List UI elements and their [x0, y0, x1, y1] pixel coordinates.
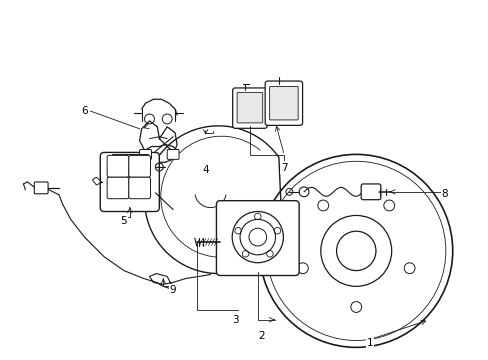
Text: 8: 8 — [441, 189, 447, 199]
Text: 1: 1 — [366, 338, 372, 348]
FancyBboxPatch shape — [361, 184, 380, 200]
FancyBboxPatch shape — [269, 86, 298, 120]
Text: 6: 6 — [81, 106, 88, 116]
Text: 9: 9 — [169, 285, 176, 295]
FancyBboxPatch shape — [107, 177, 128, 199]
FancyBboxPatch shape — [100, 152, 159, 212]
Text: 3: 3 — [231, 315, 238, 325]
FancyBboxPatch shape — [167, 149, 179, 159]
Text: 4: 4 — [202, 165, 208, 175]
FancyBboxPatch shape — [34, 182, 48, 194]
FancyBboxPatch shape — [128, 156, 150, 177]
FancyBboxPatch shape — [232, 88, 266, 128]
Circle shape — [232, 212, 283, 263]
Text: 2: 2 — [258, 330, 264, 341]
Text: 7: 7 — [281, 163, 287, 173]
FancyBboxPatch shape — [128, 177, 150, 199]
FancyBboxPatch shape — [216, 201, 299, 275]
FancyBboxPatch shape — [107, 156, 128, 177]
Text: 5: 5 — [121, 216, 127, 226]
FancyBboxPatch shape — [140, 149, 151, 159]
FancyBboxPatch shape — [264, 81, 302, 125]
FancyBboxPatch shape — [237, 93, 262, 123]
